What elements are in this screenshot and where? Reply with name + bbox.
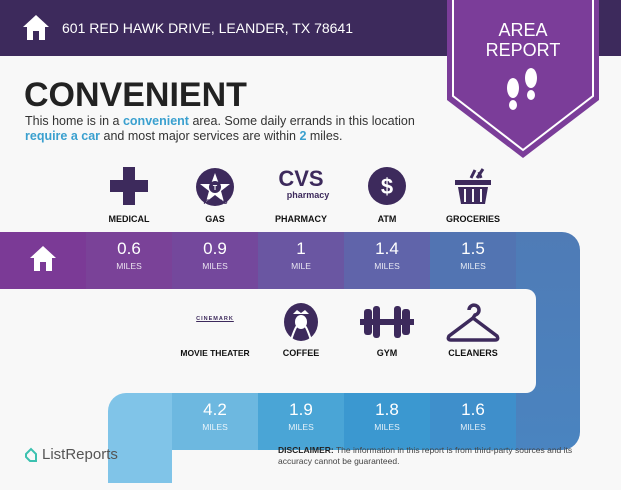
label-movie-theater: MOVIE THEATER <box>180 348 250 358</box>
home-icon <box>23 15 49 40</box>
label-cleaners: CLEANERS <box>448 348 498 358</box>
grocery-basket-icon <box>430 168 516 206</box>
home-icon <box>30 246 56 271</box>
badge-line2: REPORT <box>485 40 561 60</box>
hanger-icon <box>430 302 516 342</box>
distance-cleaners: 1.6 MILES <box>430 393 516 450</box>
label-groceries: GROCERIES <box>445 214 500 224</box>
label-atm: ATM <box>377 214 397 224</box>
distance-pharmacy: 1 MILE <box>258 232 344 289</box>
cvs-icon: CVS pharmacy <box>278 166 330 201</box>
svg-text:T: T <box>213 185 218 192</box>
dumbbell-icon <box>344 306 430 338</box>
distance-gas: 0.9 MILES <box>172 232 258 289</box>
dollar-icon: $ <box>344 166 430 206</box>
medical-cross-icon <box>86 167 172 205</box>
distance-gym: 1.8 MILES <box>344 393 430 450</box>
label-pharmacy: PHARMACY <box>274 214 327 224</box>
distance-medical: 0.6 MILES <box>86 232 172 289</box>
path-vertical-left <box>108 393 172 483</box>
cinemark-icon: CINEMARK <box>196 316 234 322</box>
address: 601 RED HAWK DRIVE, LEANDER, TX 78641 <box>62 20 353 36</box>
description: This home is in a convenient area. Some … <box>25 114 415 143</box>
distance-coffee: 1.9 MILES <box>258 393 344 450</box>
distance-movie-theater: 4.2 MILES <box>172 393 258 450</box>
starbucks-icon <box>258 302 344 342</box>
texaco-icon: T <box>172 167 258 207</box>
badge-line1: AREA <box>498 20 548 40</box>
svg-text:$: $ <box>381 174 393 199</box>
label-gym: GYM <box>376 348 398 358</box>
label-gas: GAS <box>205 214 225 224</box>
area-report-badge <box>447 0 599 158</box>
distance-atm: 1.4 MILES <box>344 232 430 289</box>
distance-groceries: 1.5 MILES <box>430 232 516 289</box>
listreports-logo: ListReports <box>24 446 118 463</box>
texaco-brand: TEXACO <box>202 200 228 206</box>
page-title: CONVENIENT <box>24 76 247 114</box>
listreports-logo-icon <box>25 447 37 462</box>
label-coffee: COFFEE <box>282 348 320 358</box>
label-medical: MEDICAL <box>108 214 150 224</box>
home-cell <box>0 232 86 289</box>
footprints-icon <box>507 68 537 110</box>
disclaimer: DISCLAIMER: The information in this repo… <box>278 445 573 466</box>
